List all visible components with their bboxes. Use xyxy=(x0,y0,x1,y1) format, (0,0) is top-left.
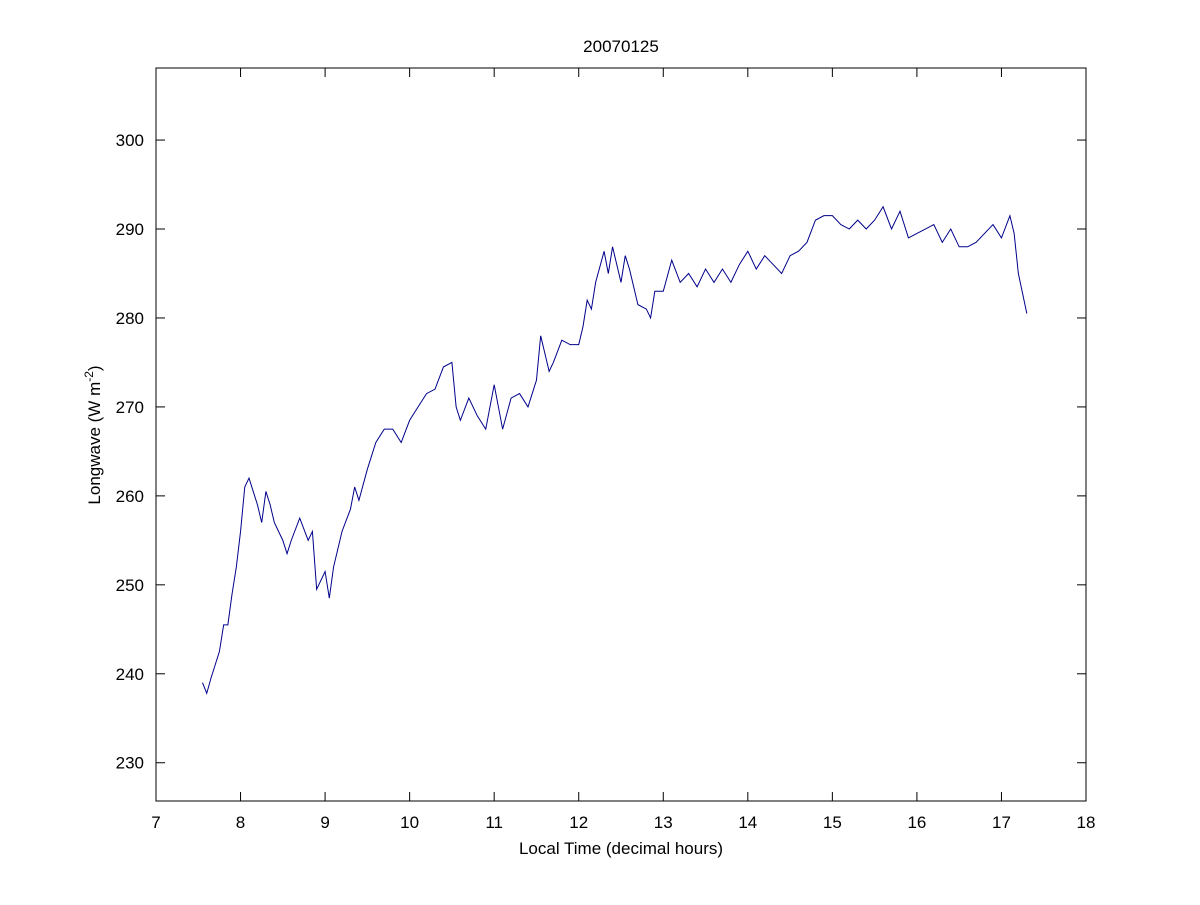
y-label-sup: -2 xyxy=(82,371,96,382)
y-label-suffix: ) xyxy=(85,365,104,371)
chart-title: 20070125 xyxy=(583,37,659,56)
y-tick-label: 300 xyxy=(116,131,144,150)
x-tick-label: 9 xyxy=(320,813,329,832)
x-tick-label: 10 xyxy=(400,813,419,832)
y-tick-label: 280 xyxy=(116,309,144,328)
x-tick-label: 7 xyxy=(151,813,160,832)
x-tick-label: 13 xyxy=(654,813,673,832)
x-axis-label: Local Time (decimal hours) xyxy=(519,839,723,858)
x-tick-label: 11 xyxy=(485,813,503,832)
y-tick-label: 230 xyxy=(116,754,144,773)
x-tick-label: 12 xyxy=(569,813,588,832)
x-tick-label: 17 xyxy=(992,813,1011,832)
x-tick-label: 15 xyxy=(823,813,842,832)
x-tick-label: 16 xyxy=(907,813,926,832)
y-tick-label: 290 xyxy=(116,220,144,239)
y-label-text: Longwave (W m xyxy=(85,382,104,505)
plot-frame xyxy=(155,67,1087,802)
x-tick-label: 14 xyxy=(738,813,757,832)
y-tick-label: 270 xyxy=(116,398,144,417)
x-tick-label: 18 xyxy=(1077,813,1096,832)
data-line xyxy=(202,205,1028,695)
y-tick-label: 260 xyxy=(116,487,144,506)
x-tick-label: 8 xyxy=(236,813,245,832)
y-axis-label: Longwave (W m-2) xyxy=(82,365,104,504)
y-tick-label: 250 xyxy=(116,576,144,595)
y-tick-label: 240 xyxy=(116,665,144,684)
